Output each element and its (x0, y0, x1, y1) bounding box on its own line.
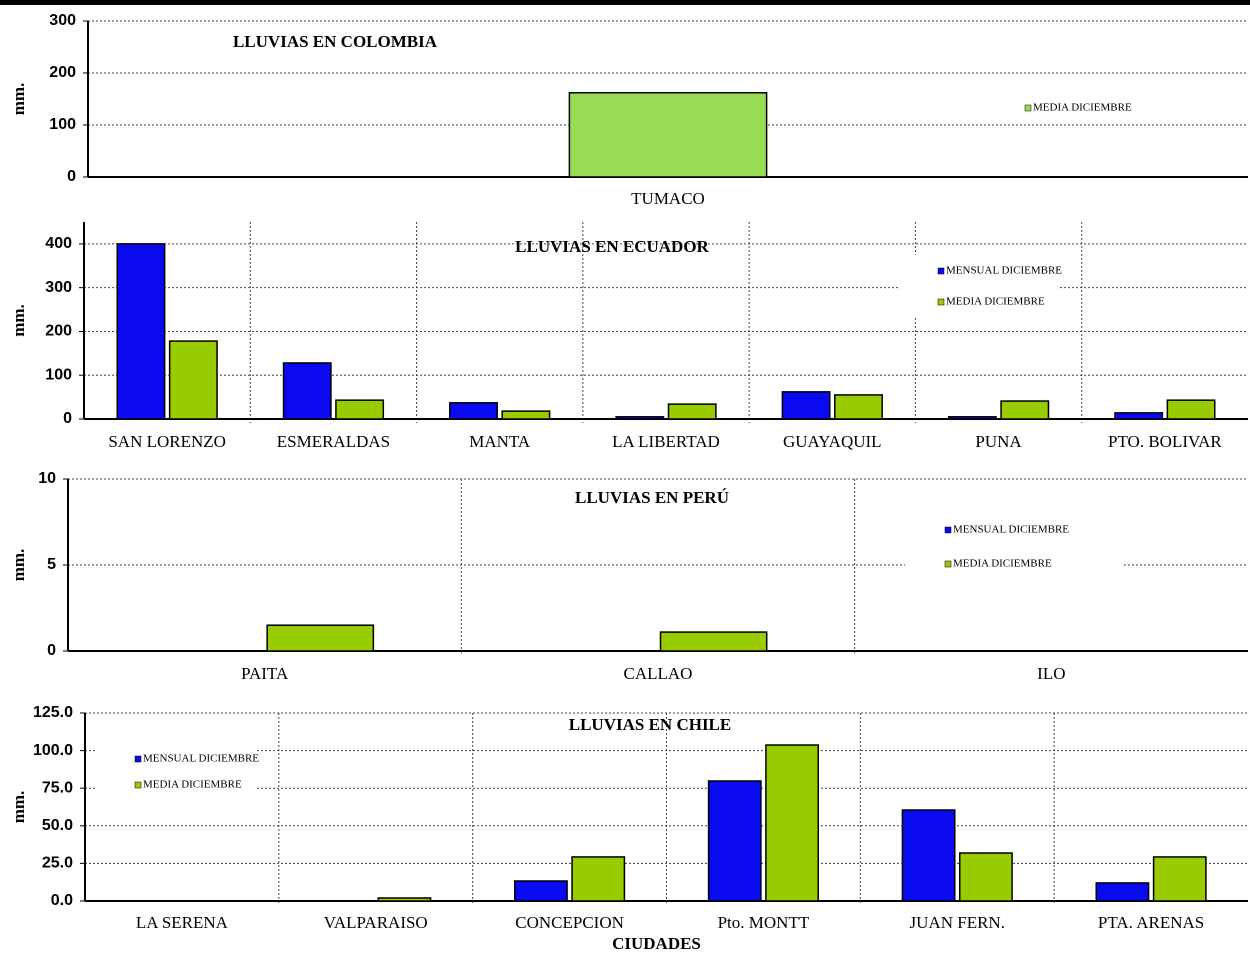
legend-label: MEDIA DICIEMBRE (953, 558, 1052, 570)
bar (116, 243, 166, 420)
x-tick-label: LA LIBERTAD (612, 432, 720, 451)
bar (449, 402, 498, 420)
legend-box (985, 92, 1145, 124)
legend-label: MENSUAL DICIEMBRE (143, 753, 259, 765)
bar (1114, 412, 1164, 420)
bar (947, 416, 997, 420)
y-tick-label: 0.0 (51, 892, 73, 909)
bar (765, 744, 820, 902)
chart-title: LLUVIAS EN ECUADOR (515, 237, 709, 256)
legend-swatch (944, 560, 952, 568)
legend-label: MEDIA DICIEMBRE (946, 296, 1045, 308)
y-tick-label: 5 (47, 556, 56, 573)
y-axis-label: mm. (9, 791, 28, 824)
bar (501, 410, 551, 420)
bar (707, 780, 762, 902)
y-tick-label: 400 (45, 235, 72, 252)
y-tick-label: 10 (38, 470, 56, 487)
y-tick-label: 50.0 (42, 817, 73, 834)
legend-label: MENSUAL DICIEMBRE (946, 265, 1062, 277)
x-tick-label: PAITA (241, 664, 289, 683)
y-tick-label: 125.0 (33, 704, 73, 721)
bar (568, 92, 768, 178)
y-tick-label: 200 (49, 64, 76, 81)
y-axis-label: mm. (9, 83, 28, 116)
y-axis-label: mm. (9, 549, 28, 582)
legend-swatch (134, 755, 142, 763)
legend-swatch (937, 298, 945, 306)
bar (377, 897, 432, 902)
y-tick-label: 100 (45, 366, 72, 383)
y-tick-label: 0 (63, 410, 72, 427)
x-tick-label: SAN LORENZO (108, 432, 226, 451)
bar (513, 880, 568, 902)
legend-label: MEDIA DICIEMBRE (143, 779, 242, 791)
legend-label: MEDIA DICIEMBRE (1033, 102, 1132, 114)
bar (1166, 399, 1216, 420)
bar (834, 394, 883, 420)
x-tick-label: ESMERALDAS (277, 432, 390, 451)
y-tick-label: 0 (67, 168, 76, 185)
bar (781, 391, 831, 420)
y-tick-label: 100 (49, 116, 76, 133)
legend-swatch (1024, 104, 1032, 112)
legend-box (898, 255, 1058, 318)
legend-box (95, 743, 255, 801)
chart-title: LLUVIAS EN PERÚ (575, 488, 729, 507)
x-tick-label: Pto. MONTT (718, 913, 810, 932)
y-tick-label: 25.0 (42, 855, 73, 872)
bar (667, 403, 717, 420)
x-tick-label: JUAN FERN. (910, 913, 1005, 932)
x-tick-label: CONCEPCION (515, 913, 624, 932)
chart-title: LLUVIAS EN COLOMBIA (233, 32, 438, 51)
y-axis-label: mm. (9, 304, 28, 337)
y-tick-label: 300 (45, 279, 72, 296)
x-tick-label: GUAYAQUIL (783, 432, 882, 451)
x-tick-label: VALPARAISO (324, 913, 428, 932)
legend-swatch (937, 267, 945, 275)
bar (1000, 400, 1050, 420)
bar (282, 362, 332, 420)
x-tick-label: CALLAO (624, 664, 693, 683)
top-bar (0, 0, 1250, 5)
bar (959, 852, 1013, 902)
x-tick-label: PUNA (975, 432, 1022, 451)
y-tick-label: 100.0 (33, 742, 73, 759)
legend-box (905, 514, 1122, 580)
bar (1152, 856, 1207, 902)
x-tick-label: ILO (1037, 664, 1065, 683)
x-tick-label: PTA. ARENAS (1098, 913, 1204, 932)
bar (266, 624, 375, 652)
bar (168, 340, 218, 420)
x-tick-label: MANTA (469, 432, 531, 451)
y-tick-label: 200 (45, 323, 72, 340)
legend-swatch (134, 781, 142, 789)
chart-title: LLUVIAS EN CHILE (569, 715, 732, 734)
bar (615, 416, 665, 420)
x-tick-label: PTO. BOLIVAR (1108, 432, 1222, 451)
x-tick-label: TUMACO (631, 189, 705, 208)
bar (1095, 882, 1150, 902)
x-axis-label: CIUDADES (612, 934, 701, 953)
bar (659, 631, 768, 652)
legend-label: MENSUAL DICIEMBRE (953, 524, 1069, 536)
x-tick-label: LA SERENA (136, 913, 229, 932)
bar (335, 399, 385, 420)
bar (571, 856, 626, 902)
y-tick-label: 75.0 (42, 779, 73, 796)
y-tick-label: 300 (49, 12, 76, 29)
y-tick-label: 0 (47, 642, 56, 659)
legend-swatch (944, 526, 952, 534)
bar (901, 809, 956, 902)
